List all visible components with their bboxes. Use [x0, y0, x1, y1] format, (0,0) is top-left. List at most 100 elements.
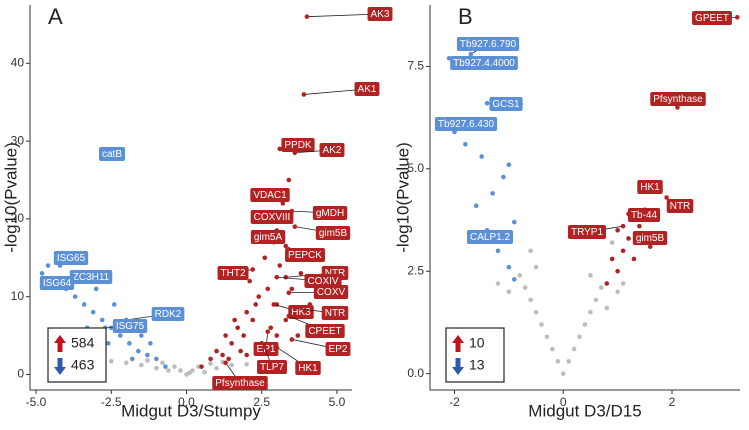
gene-label-box: [112, 319, 148, 333]
gene-label-box: [627, 208, 661, 222]
gene-label-box: [212, 376, 268, 390]
point: [187, 370, 192, 376]
y-tick-label: 30: [11, 133, 25, 147]
labeled-point: [301, 92, 307, 97]
gene-label: NTR: [666, 199, 694, 213]
point: [214, 348, 219, 354]
point: [593, 297, 599, 303]
gene-label-text: catB: [102, 149, 122, 160]
point: [495, 281, 501, 286]
point: [172, 364, 177, 369]
gene-label-text: GCS1: [492, 99, 520, 110]
point: [463, 141, 468, 147]
gene-label-box: [257, 360, 287, 374]
y-tick-label: 5.0: [407, 161, 424, 175]
gene-label-box: [650, 92, 706, 106]
gene-label-text: TRYP1: [571, 227, 603, 238]
gene-label: EP2: [325, 342, 351, 356]
gene-label-box: [281, 138, 315, 152]
gene-label-box: [456, 37, 520, 51]
gene-label-box: [632, 231, 668, 245]
gene-label-box: [321, 306, 349, 320]
gene-label-box: [98, 147, 126, 161]
point: [555, 359, 561, 364]
y-tick-label: 0: [17, 367, 24, 381]
point: [637, 223, 642, 229]
gene-label-box: [250, 188, 290, 202]
point: [511, 219, 517, 225]
gene-label: ISG75: [112, 319, 148, 333]
x-tick-label: 5.0: [329, 395, 346, 409]
point: [105, 341, 111, 346]
point: [93, 286, 99, 292]
point: [220, 352, 225, 358]
gene-label: gMDH: [312, 206, 348, 220]
point: [229, 341, 234, 346]
gene-label-text: GPEET: [695, 13, 729, 24]
point: [99, 317, 105, 323]
point: [235, 325, 240, 331]
point: [631, 256, 637, 262]
labeled-point: [250, 267, 255, 272]
point: [615, 289, 620, 295]
gene-label-box: [285, 248, 325, 262]
point: [501, 174, 506, 180]
gene-label-text: NTR: [325, 308, 346, 319]
point: [298, 271, 304, 276]
gene-label-text: gMDH: [316, 208, 344, 219]
gene-label-text: Tb927.4.4000: [453, 58, 515, 69]
gene-label: gim5B: [315, 226, 351, 240]
gene-label-box: [217, 266, 249, 280]
gene-label: COXIV: [304, 274, 342, 288]
labeled-point: [262, 344, 268, 350]
y-tick-label: 0.0: [407, 366, 424, 380]
point: [262, 255, 268, 261]
gene-label-box: [69, 270, 113, 284]
point: [571, 346, 577, 352]
point: [72, 294, 78, 299]
point: [615, 227, 620, 233]
gene-label-text: Pfsynthase: [215, 378, 265, 389]
point: [560, 371, 566, 376]
x-tick-label: 0: [560, 395, 567, 409]
point: [604, 305, 610, 311]
labeled-point: [223, 360, 228, 366]
point: [202, 369, 207, 375]
gene-label-text: COXVIII: [254, 212, 291, 223]
gene-label: NTR: [321, 306, 349, 320]
point: [223, 333, 228, 338]
gene-label: Pfsynthase: [650, 92, 706, 106]
point: [148, 341, 153, 346]
gene-label: ISG64: [39, 276, 75, 290]
gene-label: AK2: [319, 143, 345, 157]
point: [268, 325, 274, 331]
point: [154, 356, 159, 362]
point: [232, 317, 237, 323]
point: [544, 334, 550, 340]
x-tick-label: 2.5: [253, 395, 270, 409]
gene-label-box: [250, 230, 286, 244]
labeled-point: [283, 274, 289, 280]
point: [626, 236, 631, 241]
labeled-point: [271, 302, 277, 307]
gene-label-text: ISG65: [57, 253, 86, 264]
point: [229, 362, 234, 368]
gene-label-box: [434, 117, 498, 131]
point: [178, 368, 183, 373]
point: [473, 203, 479, 208]
point: [208, 356, 213, 362]
gene-label: GPEET: [692, 11, 732, 25]
gene-label: COXVIII: [250, 210, 294, 224]
gene-label-text: ISG75: [116, 321, 145, 332]
point: [511, 277, 517, 282]
gene-label: catB: [98, 147, 126, 161]
point: [533, 309, 539, 315]
point: [528, 248, 533, 254]
labeled-point: [292, 224, 298, 229]
point: [139, 333, 144, 338]
point: [615, 268, 620, 274]
gene-label-box: [666, 199, 694, 213]
point: [244, 309, 249, 315]
x-tick-label: 0.0: [178, 395, 195, 409]
point: [241, 333, 246, 338]
